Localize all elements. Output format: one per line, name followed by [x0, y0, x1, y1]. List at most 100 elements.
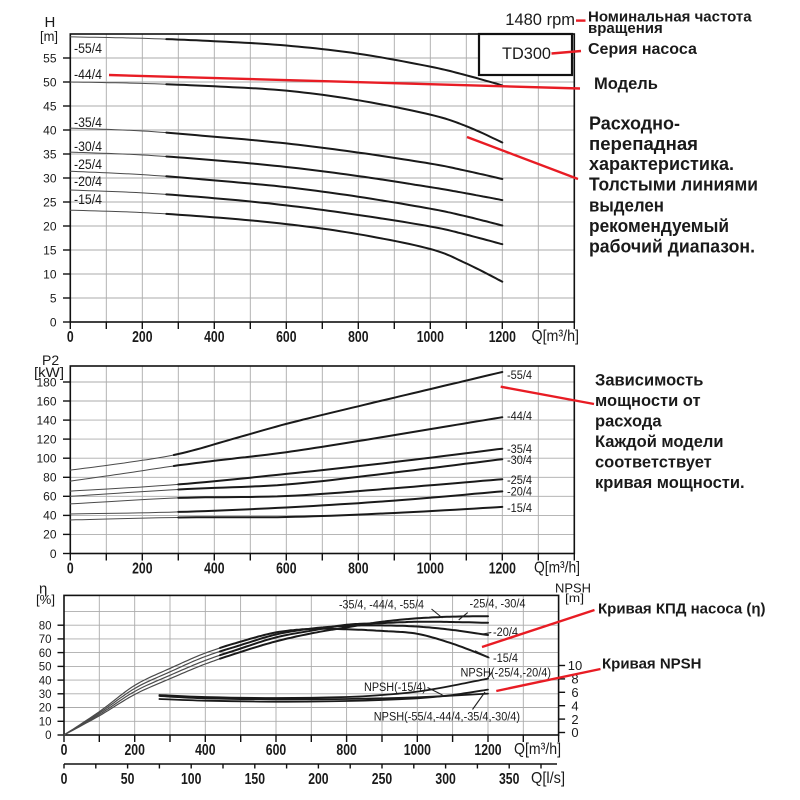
- svg-text:1200: 1200: [474, 742, 501, 759]
- svg-text:перепадная: перепадная: [589, 134, 698, 154]
- svg-text:Модель: Модель: [594, 75, 658, 93]
- svg-text:H: H: [45, 14, 56, 31]
- svg-text:выделен: выделен: [589, 196, 664, 216]
- svg-text:Расходно-: Расходно-: [589, 113, 680, 133]
- svg-text:-55/4: -55/4: [507, 368, 532, 382]
- svg-text:25: 25: [43, 195, 57, 209]
- svg-text:50: 50: [39, 662, 52, 674]
- svg-text:140: 140: [36, 413, 56, 427]
- svg-text:NPSH(-55/4,-44/4,-35/4,-30/4): NPSH(-55/4,-44/4,-35/4,-30/4): [374, 710, 520, 724]
- svg-text:1200: 1200: [489, 561, 516, 578]
- svg-text:80: 80: [39, 620, 52, 632]
- svg-text:200: 200: [308, 771, 328, 788]
- svg-text:NPSH(-15/4): NPSH(-15/4): [364, 680, 426, 694]
- svg-text:100: 100: [181, 771, 201, 788]
- svg-text:[kW]: [kW]: [34, 364, 64, 380]
- svg-text:30: 30: [43, 171, 57, 185]
- svg-text:-35/4, -44/4, -55/4: -35/4, -44/4, -55/4: [339, 598, 424, 612]
- svg-text:Номинальная частота: Номинальная частота: [588, 9, 752, 26]
- svg-text:200: 200: [132, 561, 152, 578]
- svg-text:100: 100: [36, 452, 56, 466]
- svg-text:5: 5: [50, 291, 57, 305]
- svg-text:45: 45: [43, 99, 57, 113]
- svg-text:70: 70: [39, 634, 52, 646]
- svg-text:160: 160: [36, 394, 56, 408]
- svg-text:10: 10: [43, 267, 57, 281]
- svg-text:-44/4: -44/4: [507, 409, 532, 423]
- svg-text:соответствует: соответствует: [595, 454, 712, 472]
- svg-text:40: 40: [43, 509, 57, 523]
- svg-text:400: 400: [204, 329, 224, 346]
- svg-text:10: 10: [39, 717, 52, 729]
- svg-text:40: 40: [43, 123, 57, 137]
- svg-text:600: 600: [266, 742, 286, 759]
- svg-text:600: 600: [276, 561, 296, 578]
- svg-text:0: 0: [45, 730, 51, 742]
- svg-text:200: 200: [125, 742, 145, 759]
- svg-text:15: 15: [43, 243, 57, 257]
- svg-text:800: 800: [348, 561, 368, 578]
- svg-text:рекомендуемый: рекомендуемый: [589, 216, 729, 236]
- svg-text:[%]: [%]: [36, 592, 55, 607]
- svg-text:-15/4: -15/4: [493, 651, 518, 665]
- svg-text:-30/4: -30/4: [74, 139, 102, 154]
- svg-text:Кривая КПД насоса (η): Кривая КПД насоса (η): [598, 601, 766, 618]
- svg-text:20: 20: [43, 528, 57, 542]
- svg-text:-20/4: -20/4: [507, 485, 532, 499]
- svg-text:800: 800: [336, 742, 356, 759]
- svg-text:расхода: расхода: [595, 413, 662, 431]
- svg-text:600: 600: [276, 329, 296, 346]
- svg-text:-44/4: -44/4: [74, 67, 102, 82]
- svg-text:η: η: [39, 581, 47, 598]
- svg-text:Кривая NPSH: Кривая NPSH: [602, 656, 702, 673]
- svg-text:рабочий диапазон.: рабочий диапазон.: [589, 236, 755, 256]
- svg-text:кривая мощности.: кривая мощности.: [595, 474, 745, 492]
- svg-text:TD300: TD300: [502, 45, 551, 63]
- svg-text:10: 10: [568, 658, 582, 673]
- svg-text:Серия насоса: Серия насоса: [588, 41, 697, 58]
- svg-text:-15/4: -15/4: [507, 501, 532, 515]
- svg-text:800: 800: [348, 329, 368, 346]
- svg-text:0: 0: [67, 561, 74, 578]
- svg-text:мощности от: мощности от: [595, 392, 701, 410]
- svg-text:400: 400: [204, 561, 224, 578]
- svg-text:400: 400: [195, 742, 215, 759]
- svg-text:55: 55: [43, 51, 57, 65]
- svg-text:NPSH: NPSH: [555, 581, 591, 596]
- svg-text:250: 250: [372, 771, 392, 788]
- svg-text:150: 150: [245, 771, 265, 788]
- svg-text:180: 180: [36, 375, 56, 389]
- svg-text:20: 20: [43, 219, 57, 233]
- svg-text:Толстыми линиями: Толстыми линиями: [589, 175, 758, 195]
- svg-text:Каждой модели: Каждой модели: [595, 433, 724, 451]
- svg-text:Q[m³/h]: Q[m³/h]: [532, 328, 580, 345]
- svg-text:0: 0: [67, 329, 74, 346]
- svg-text:0: 0: [50, 547, 57, 561]
- svg-text:-30/4: -30/4: [507, 453, 532, 467]
- svg-text:[m]: [m]: [565, 591, 584, 605]
- svg-text:60: 60: [43, 490, 57, 504]
- svg-text:1200: 1200: [489, 329, 516, 346]
- svg-text:Q[m³/h]: Q[m³/h]: [534, 560, 580, 577]
- svg-text:6: 6: [571, 685, 578, 700]
- svg-text:1000: 1000: [417, 329, 444, 346]
- svg-text:Q[l/s]: Q[l/s]: [531, 770, 565, 787]
- svg-text:8: 8: [571, 672, 578, 687]
- svg-text:-20/4: -20/4: [74, 174, 102, 189]
- svg-text:-25/4: -25/4: [74, 157, 102, 172]
- svg-text:35: 35: [43, 147, 57, 161]
- svg-text:NPSH(-25/4,-20/4): NPSH(-25/4,-20/4): [461, 666, 552, 680]
- svg-text:-20/4: -20/4: [493, 625, 518, 639]
- svg-text:20: 20: [39, 703, 52, 715]
- svg-text:0: 0: [50, 315, 57, 329]
- svg-text:вращения: вращения: [588, 20, 663, 37]
- svg-text:-35/4: -35/4: [507, 442, 532, 456]
- svg-text:1000: 1000: [404, 742, 431, 759]
- svg-text:-15/4: -15/4: [74, 192, 102, 207]
- svg-text:Зависимость: Зависимость: [595, 372, 703, 390]
- svg-text:0: 0: [61, 771, 68, 788]
- svg-text:-35/4: -35/4: [74, 115, 102, 130]
- svg-text:0: 0: [571, 725, 578, 740]
- svg-text:80: 80: [43, 471, 57, 485]
- svg-text:120: 120: [36, 432, 56, 446]
